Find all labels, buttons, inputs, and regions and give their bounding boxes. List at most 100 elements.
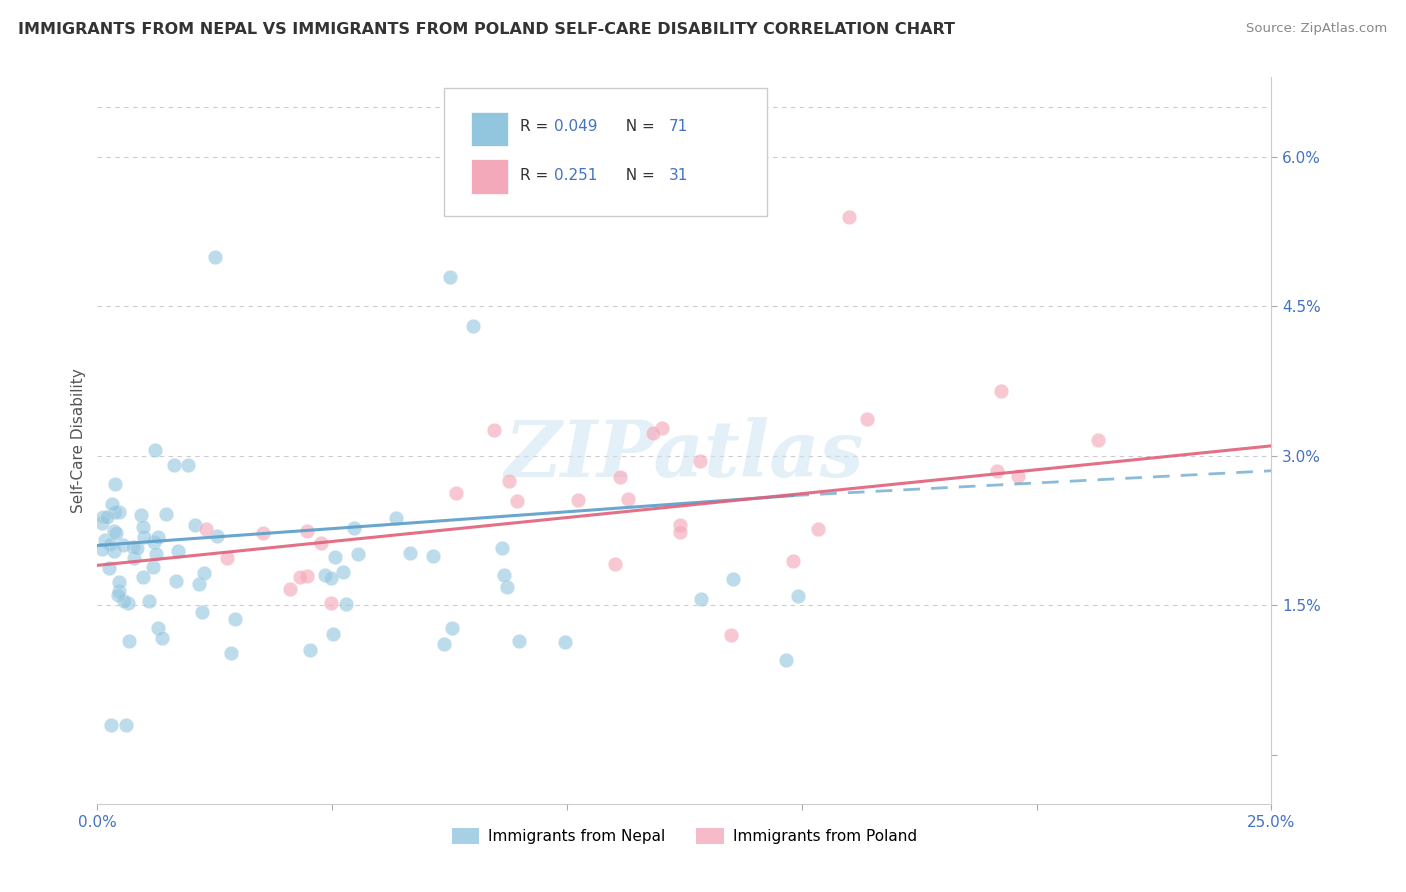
Point <box>322 626 344 640</box>
Point <box>91 516 114 530</box>
Point <box>689 454 711 468</box>
Point <box>122 551 145 566</box>
Point <box>132 570 155 584</box>
Text: R =: R = <box>520 119 553 134</box>
Point <box>122 540 145 554</box>
Point <box>148 530 170 544</box>
Point <box>669 524 692 539</box>
Point <box>319 570 342 584</box>
Point <box>508 633 530 648</box>
Point <box>482 424 505 438</box>
Point <box>433 637 456 651</box>
Point <box>617 492 640 507</box>
Point <box>323 549 346 564</box>
Point <box>280 582 302 596</box>
Point <box>204 250 226 264</box>
Point <box>107 588 129 602</box>
Point <box>129 508 152 523</box>
Point <box>1087 434 1109 448</box>
Point <box>224 611 246 625</box>
Point <box>461 319 484 334</box>
Point <box>193 566 215 580</box>
Text: R =: R = <box>520 169 558 183</box>
Point <box>1007 469 1029 483</box>
Point <box>385 511 408 525</box>
Point <box>492 568 515 582</box>
Point <box>295 569 318 583</box>
Point <box>183 517 205 532</box>
Point <box>108 505 131 519</box>
Point <box>295 524 318 538</box>
Point <box>176 458 198 473</box>
Point <box>439 269 461 284</box>
Point <box>104 476 127 491</box>
Text: N =: N = <box>616 119 659 134</box>
Point <box>146 621 169 635</box>
Point <box>690 591 713 606</box>
Point <box>166 544 188 558</box>
Point <box>298 643 321 657</box>
Legend: Immigrants from Nepal, Immigrants from Poland: Immigrants from Nepal, Immigrants from P… <box>451 828 917 844</box>
Point <box>108 575 131 590</box>
Text: 31: 31 <box>669 169 689 183</box>
Text: N =: N = <box>616 169 659 183</box>
Point <box>100 497 122 511</box>
Point <box>118 634 141 648</box>
Point <box>787 589 810 603</box>
Point <box>100 717 122 731</box>
Point <box>721 573 744 587</box>
Point <box>132 520 155 534</box>
Point <box>422 549 444 564</box>
Point <box>114 717 136 731</box>
Point <box>142 560 165 574</box>
Point <box>309 535 332 549</box>
Point <box>347 547 370 561</box>
Point <box>125 541 148 556</box>
Point <box>117 596 139 610</box>
Point <box>720 628 742 642</box>
Point <box>838 210 860 224</box>
Point <box>399 545 422 559</box>
Point <box>190 605 212 619</box>
Point <box>150 632 173 646</box>
Point <box>165 574 187 589</box>
Point <box>91 542 114 557</box>
Point <box>343 521 366 535</box>
Point <box>441 621 464 635</box>
Point <box>986 464 1008 478</box>
Point <box>217 550 239 565</box>
Point <box>288 570 311 584</box>
Point <box>112 538 135 552</box>
Point <box>990 384 1012 399</box>
Point <box>188 577 211 591</box>
Point <box>145 547 167 561</box>
Point <box>506 493 529 508</box>
Text: 71: 71 <box>669 119 689 134</box>
Point <box>219 646 242 660</box>
Point <box>554 635 576 649</box>
Point <box>143 443 166 458</box>
Point <box>134 530 156 544</box>
Point <box>155 507 177 521</box>
Point <box>807 522 830 536</box>
Point <box>138 593 160 607</box>
Point <box>651 421 673 435</box>
Point <box>96 510 118 524</box>
FancyBboxPatch shape <box>471 112 509 146</box>
Text: IMMIGRANTS FROM NEPAL VS IMMIGRANTS FROM POLAND SELF-CARE DISABILITY CORRELATION: IMMIGRANTS FROM NEPAL VS IMMIGRANTS FROM… <box>18 22 955 37</box>
Point <box>112 594 135 608</box>
Point <box>496 580 519 594</box>
Text: ZIPatlas: ZIPatlas <box>505 417 865 493</box>
FancyBboxPatch shape <box>471 159 509 194</box>
Point <box>143 535 166 549</box>
Point <box>775 652 797 666</box>
Text: 0.049: 0.049 <box>554 119 598 134</box>
Point <box>332 565 354 579</box>
Point <box>103 544 125 558</box>
Point <box>314 567 336 582</box>
Point <box>491 541 513 556</box>
Text: 0.251: 0.251 <box>554 169 598 183</box>
Point <box>194 522 217 536</box>
Point <box>782 554 804 568</box>
Point <box>444 486 467 500</box>
